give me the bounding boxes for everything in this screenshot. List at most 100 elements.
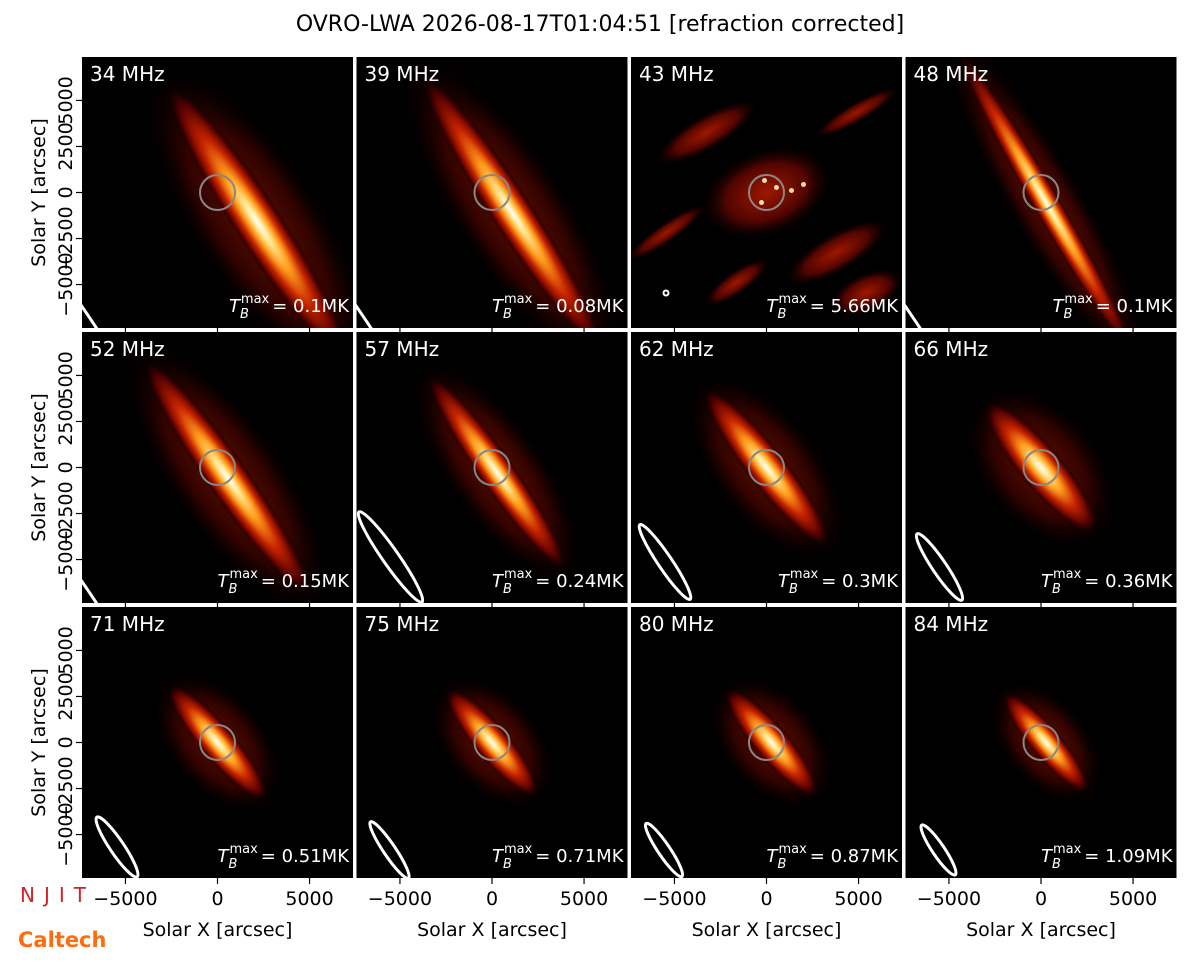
beam bbox=[662, 289, 670, 297]
tb-max-label: TBmax = 0.08MK bbox=[492, 292, 625, 322]
beam bbox=[356, 510, 425, 603]
panel bbox=[356, 607, 628, 878]
y-tick-label: 2500 bbox=[55, 672, 77, 720]
tb-symbol: T bbox=[767, 846, 780, 867]
frequency-label: 62 MHz bbox=[639, 337, 714, 361]
emission-source bbox=[420, 73, 604, 328]
tb-subscript: B bbox=[503, 857, 512, 872]
panel bbox=[82, 57, 353, 328]
y-tick-label: −5000 bbox=[55, 527, 77, 591]
solar-limb bbox=[1022, 724, 1060, 761]
solar-limb bbox=[473, 449, 511, 486]
y-tick-label: −5000 bbox=[55, 252, 77, 316]
tb-subscript: B bbox=[778, 307, 787, 322]
y-tick-label: 0 bbox=[55, 461, 77, 473]
bright-spot bbox=[801, 182, 806, 187]
emission-source bbox=[957, 57, 1135, 328]
beam bbox=[914, 532, 965, 602]
tb-value: = 0.51MK bbox=[261, 846, 350, 867]
tb-max-label: TBmax = 0.24MK bbox=[492, 567, 625, 597]
y-tick-label: 5000 bbox=[55, 76, 77, 124]
tb-superscript: max bbox=[229, 842, 258, 857]
beam bbox=[919, 823, 958, 877]
tb-max-label: TBmax = 0.3MK bbox=[778, 567, 899, 597]
tb-subscript: B bbox=[229, 857, 238, 872]
frequency-label: 43 MHz bbox=[639, 62, 714, 86]
noise-patch bbox=[698, 143, 835, 242]
x-tick-label: 0 bbox=[486, 888, 498, 910]
x-tick-label: 0 bbox=[1035, 888, 1047, 910]
x-tick-label: 0 bbox=[760, 888, 772, 910]
y-tick-label: 0 bbox=[55, 736, 77, 748]
tb-symbol: T bbox=[492, 296, 505, 317]
emission-source bbox=[444, 687, 540, 798]
tb-superscript: max bbox=[504, 842, 533, 857]
y-tick-label: −2500 bbox=[55, 481, 77, 545]
tb-symbol: T bbox=[1041, 846, 1054, 867]
tb-subscript: B bbox=[503, 582, 512, 597]
tb-subscript: B bbox=[1063, 307, 1072, 322]
tb-superscript: max bbox=[1053, 842, 1082, 857]
x-tick-label: 0 bbox=[211, 888, 223, 910]
y-axis-label: Solar Y [arcsec] bbox=[28, 118, 50, 266]
tb-max-label: TBmax = 0.36MK bbox=[1041, 567, 1174, 597]
panel bbox=[631, 57, 902, 328]
x-axis-label: Solar X [arcsec] bbox=[143, 919, 293, 941]
emission-source bbox=[702, 387, 831, 548]
tb-value: = 0.15MK bbox=[261, 571, 350, 592]
bright-spot bbox=[789, 188, 794, 193]
bright-spot bbox=[762, 178, 767, 183]
tb-superscript: max bbox=[504, 292, 533, 307]
tb-superscript: max bbox=[1064, 292, 1093, 307]
frequency-label: 66 MHz bbox=[914, 337, 989, 361]
tb-subscript: B bbox=[229, 582, 238, 597]
y-tick-label: −2500 bbox=[55, 206, 77, 270]
y-axis-label: Solar Y [arcsec] bbox=[28, 668, 50, 816]
frequency-label: 71 MHz bbox=[90, 612, 165, 636]
x-tick-label: 5000 bbox=[1109, 888, 1157, 910]
frequency-label: 48 MHz bbox=[914, 62, 989, 86]
tb-subscript: B bbox=[789, 582, 798, 597]
tb-value: = 0.36MK bbox=[1084, 571, 1173, 592]
tb-max-label: TBmax = 0.1MK bbox=[229, 292, 350, 322]
frequency-label: 52 MHz bbox=[90, 337, 165, 361]
tb-value: = 0.24MK bbox=[535, 571, 624, 592]
frequency-label: 84 MHz bbox=[914, 612, 989, 636]
frequency-label: 34 MHz bbox=[90, 62, 165, 86]
panel bbox=[905, 607, 1177, 878]
panel bbox=[905, 332, 1177, 603]
tb-subscript: B bbox=[1052, 857, 1061, 872]
tb-value: = 0.3MK bbox=[821, 571, 899, 592]
bright-spot bbox=[774, 185, 779, 190]
noise-patch bbox=[829, 267, 902, 318]
tb-symbol: T bbox=[1052, 296, 1065, 317]
emission-source bbox=[724, 687, 819, 798]
tb-max-label: TBmax = 0.71MK bbox=[492, 842, 625, 872]
tb-max-label: TBmax = 0.87MK bbox=[767, 842, 900, 872]
tb-subscript: B bbox=[1052, 582, 1061, 597]
tb-value: = 0.87MK bbox=[810, 846, 899, 867]
emission-source bbox=[142, 358, 313, 597]
x-tick-label: −5000 bbox=[642, 888, 706, 910]
y-tick-label: 5000 bbox=[55, 351, 77, 399]
tb-value: = 0.08MK bbox=[535, 296, 624, 317]
x-axis-label: Solar X [arcsec] bbox=[417, 919, 567, 941]
tb-subscript: B bbox=[778, 857, 787, 872]
tb-superscript: max bbox=[790, 567, 819, 582]
tb-value: = 0.1MK bbox=[272, 296, 350, 317]
logo-njit: NJIT bbox=[20, 883, 95, 907]
tb-value: = 0.71MK bbox=[535, 846, 624, 867]
solar-limb bbox=[473, 174, 511, 211]
tb-superscript: max bbox=[1053, 567, 1082, 582]
frequency-label: 39 MHz bbox=[365, 62, 440, 86]
solar-limb bbox=[748, 449, 785, 486]
solar-limb bbox=[199, 449, 236, 486]
solar-limb bbox=[473, 724, 511, 761]
panel bbox=[82, 332, 353, 603]
solar-limb bbox=[748, 174, 785, 211]
tb-max-label: TBmax = 0.15MK bbox=[218, 567, 351, 597]
emission-source bbox=[167, 683, 268, 802]
tb-superscript: max bbox=[504, 567, 533, 582]
solar-limb bbox=[199, 724, 236, 761]
tb-symbol: T bbox=[218, 571, 231, 592]
